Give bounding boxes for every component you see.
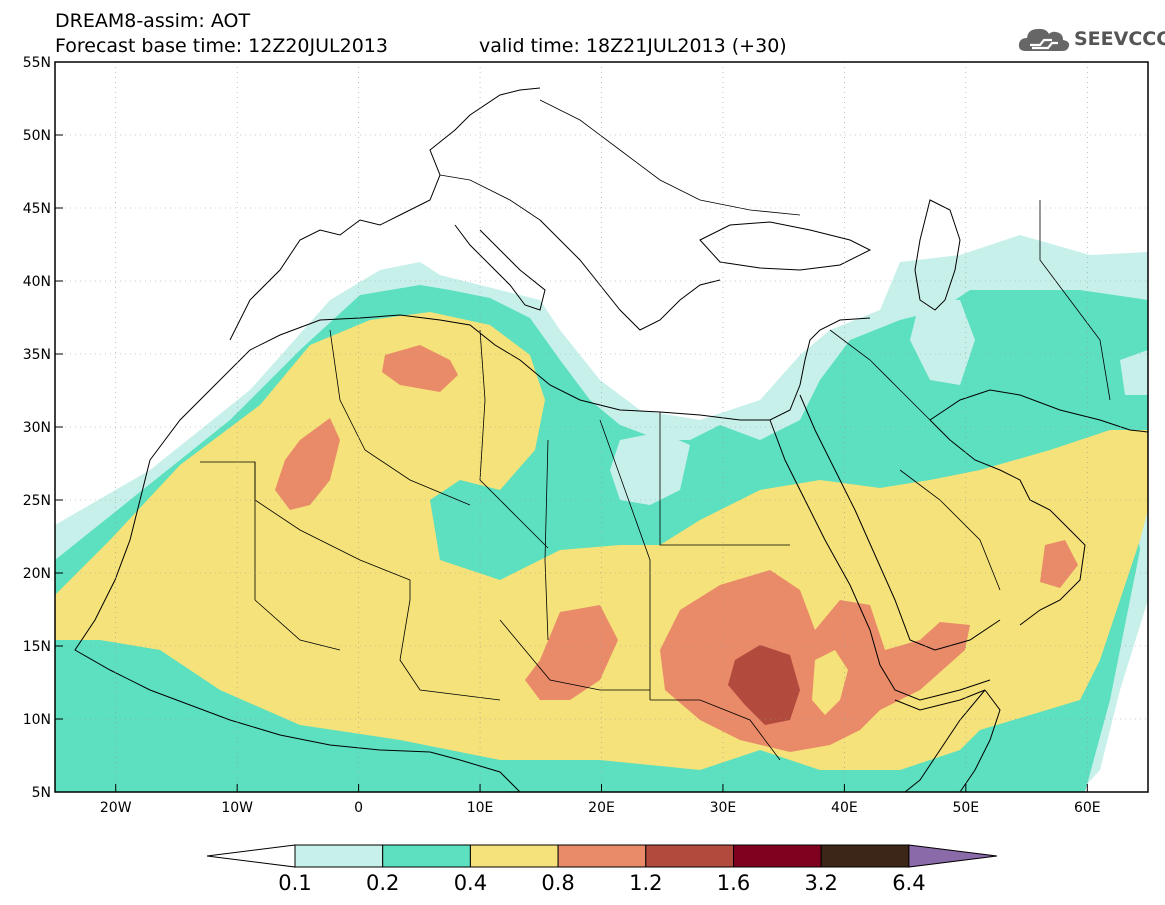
colorbar-label: 0.1 bbox=[278, 871, 311, 895]
coastline-levant bbox=[804, 317, 871, 361]
aot-band-0-8 bbox=[275, 418, 340, 510]
border bbox=[439, 174, 541, 221]
coastline-iran bbox=[929, 389, 1148, 433]
longitude-ticks: 20W 10W 0 10E 20E 30E 40E 50E 60E bbox=[100, 784, 1101, 816]
border bbox=[539, 99, 801, 216]
lat-tick-label: 40N bbox=[23, 274, 51, 290]
border bbox=[399, 599, 501, 701]
country-borders bbox=[200, 99, 1111, 761]
lat-tick-label: 15N bbox=[23, 639, 51, 655]
coastline-italy bbox=[454, 224, 546, 311]
coastline-gulf bbox=[929, 419, 1086, 626]
lon-tick-label: 20W bbox=[100, 800, 132, 816]
aot-fields bbox=[55, 235, 1148, 792]
lat-tick-label: 30N bbox=[23, 420, 51, 436]
coastline-north-africa bbox=[149, 314, 806, 461]
colorbar: 0.1 0.2 0.4 0.8 1.2 1.6 3.2 6.4 bbox=[206, 844, 997, 895]
colorbar-label: 0.4 bbox=[454, 871, 487, 895]
colorbar-label: 0.2 bbox=[366, 871, 399, 895]
lat-tick-label: 50N bbox=[23, 128, 51, 144]
colorbar-box bbox=[557, 844, 647, 868]
map-title: DREAM8-assim: AOT bbox=[55, 10, 251, 32]
coastlines bbox=[74, 87, 1148, 792]
coastline-red-sea bbox=[769, 419, 991, 701]
coastline-balkans bbox=[539, 219, 721, 331]
aot-band-0-1-patch bbox=[610, 432, 690, 505]
lat-tick-label: 55N bbox=[23, 55, 51, 71]
coastline-red-sea-east bbox=[799, 394, 1001, 651]
border bbox=[650, 699, 781, 761]
lat-tick-label: 35N bbox=[23, 347, 51, 363]
lat-tick-label: 10N bbox=[23, 712, 51, 728]
coastline-gulf-of-guinea bbox=[429, 751, 521, 792]
colorbar-lower-triangle bbox=[206, 844, 296, 868]
colorbar-box bbox=[733, 844, 822, 868]
lon-tick-label: 50E bbox=[952, 800, 979, 816]
colorbar-box bbox=[820, 844, 910, 868]
coastline-black-sea bbox=[699, 221, 872, 271]
cloud-icon bbox=[1018, 28, 1070, 51]
border bbox=[254, 462, 341, 651]
lon-tick-label: 0 bbox=[354, 800, 363, 816]
seevccc-logo: SEEVCCC bbox=[1018, 24, 1165, 54]
border bbox=[599, 419, 651, 700]
border bbox=[899, 469, 1001, 591]
border bbox=[1039, 200, 1111, 401]
logo-text: SEEVCCC bbox=[1074, 28, 1165, 50]
base-time: Forecast base time: 12Z20JUL2013 bbox=[55, 35, 388, 57]
lon-tick-label: 40E bbox=[831, 800, 858, 816]
lat-tick-label: 5N bbox=[32, 785, 51, 801]
colorbar-box bbox=[469, 844, 559, 868]
border bbox=[544, 439, 549, 641]
aot-band-0-8 bbox=[382, 345, 458, 392]
colorbar-label: 6.4 bbox=[892, 871, 925, 895]
colorbar-box bbox=[294, 844, 384, 868]
lon-tick-label: 10E bbox=[467, 800, 494, 816]
lon-tick-label: 10W bbox=[221, 800, 253, 816]
aot-band-0-8 bbox=[525, 605, 618, 700]
colorbar-upper-triangle bbox=[908, 844, 997, 868]
coastline-west-africa bbox=[74, 459, 431, 753]
lat-tick-label: 25N bbox=[23, 493, 51, 509]
colorbar-label: 3.2 bbox=[804, 871, 837, 895]
lon-tick-label: 60E bbox=[1074, 800, 1101, 816]
aot-band-0-4-patch bbox=[812, 650, 848, 715]
colorbar-box bbox=[382, 844, 471, 868]
lon-tick-label: 30E bbox=[710, 800, 737, 816]
colorbar-label: 1.2 bbox=[629, 871, 662, 895]
aot-band-0-8 bbox=[1040, 540, 1078, 588]
coastline-caspian bbox=[914, 199, 961, 311]
border bbox=[479, 329, 549, 549]
aot-band-0-1-patch bbox=[1120, 350, 1148, 395]
aot-band-1-2 bbox=[728, 645, 800, 725]
coastline-east-africa bbox=[959, 689, 1001, 792]
lat-tick-label: 45N bbox=[23, 201, 51, 217]
border bbox=[659, 412, 790, 546]
colorbar-label: 0.8 bbox=[541, 871, 574, 895]
colorbar-box bbox=[645, 844, 734, 868]
aot-band-0-1-patch bbox=[910, 300, 975, 385]
lon-tick-label: 20E bbox=[588, 800, 615, 816]
latitude-ticks: 5N 10N 15N 20N 25N 30N 35N 40N 45N 50N 55N bbox=[23, 55, 63, 801]
coastline-horn bbox=[894, 689, 986, 792]
border bbox=[499, 619, 650, 691]
border bbox=[829, 329, 931, 421]
forecast-times: Forecast base time: 12Z20JUL2013 valid ti… bbox=[55, 35, 787, 57]
lat-tick-label: 20N bbox=[23, 566, 51, 582]
coastline-europe bbox=[229, 87, 541, 341]
valid-time: valid time: 18Z21JUL2013 (+30) bbox=[479, 35, 787, 57]
border bbox=[329, 329, 471, 506]
colorbar-label: 1.6 bbox=[717, 871, 750, 895]
